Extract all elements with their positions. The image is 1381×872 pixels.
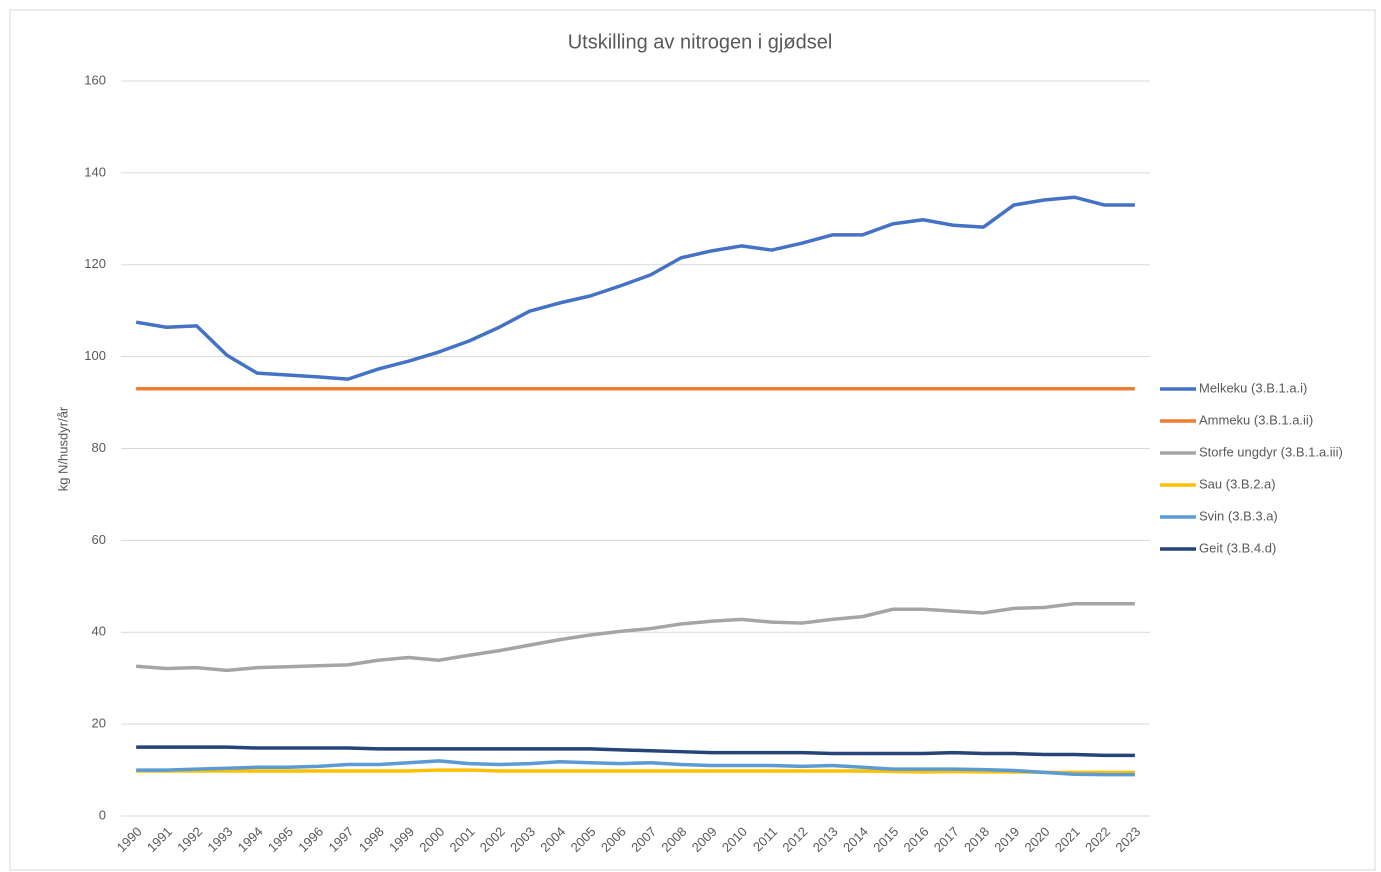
y-tick-label: 100 xyxy=(84,348,106,363)
y-axis-label: kg N/husdyr/år xyxy=(55,406,70,491)
y-tick-label: 40 xyxy=(92,624,106,639)
y-tick-label: 80 xyxy=(92,440,106,455)
legend-label: Melkeku (3.B.1.a.i) xyxy=(1199,380,1307,395)
y-tick-label: 140 xyxy=(84,164,106,179)
line-series xyxy=(136,768,1135,775)
line-series xyxy=(136,745,1135,758)
y-tick-label: 120 xyxy=(84,256,106,271)
legend-label: Svin (3.B.3.a) xyxy=(1199,508,1278,523)
y-tick-label: 160 xyxy=(84,72,106,87)
line-series xyxy=(135,195,1135,381)
chart-frame xyxy=(9,9,1376,871)
y-tick-label: 60 xyxy=(92,532,106,547)
legend-label: Ammeku (3.B.1.a.ii) xyxy=(1199,412,1313,427)
line-series xyxy=(135,602,1135,673)
legend-label: Sau (3.B.2.a) xyxy=(1199,476,1276,491)
chart-title: Utskilling av nitrogen i gjødsel xyxy=(568,31,833,53)
legend-label: Geit (3.B.4.d) xyxy=(1199,540,1276,555)
y-tick-label: 20 xyxy=(92,716,106,731)
y-tick-label: 0 xyxy=(99,807,106,822)
legend-label: Storfe ungdyr (3.B.1.a.iii) xyxy=(1199,444,1343,459)
line-series xyxy=(136,759,1135,777)
